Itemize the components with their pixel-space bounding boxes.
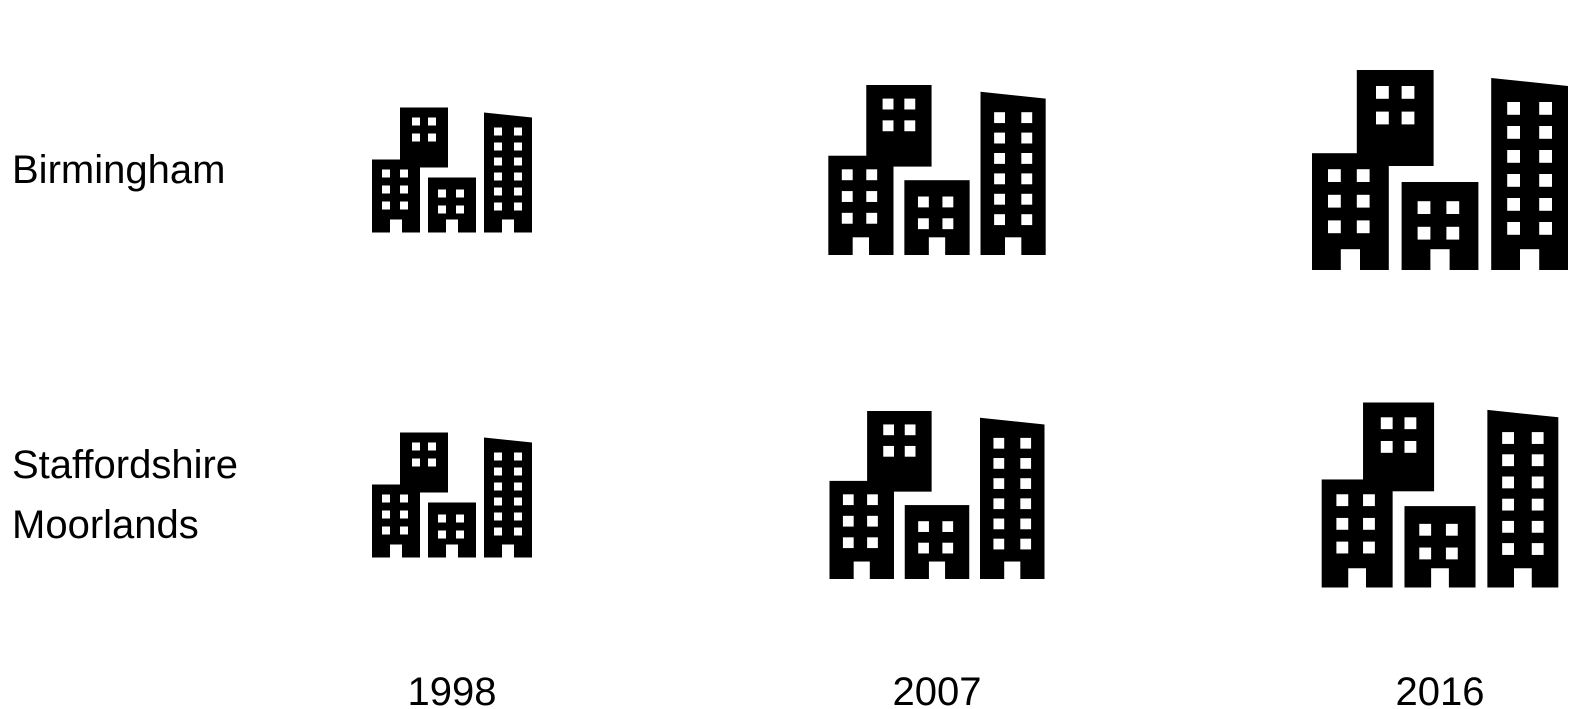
building-icon [828,85,1046,255]
x-tick-label: 1998 [407,670,497,709]
building-icon [372,107,532,233]
building-icon [1312,70,1568,270]
x-tick-label: 2007 [892,670,982,709]
legend-label: Staffordshire Moorlands [12,443,239,547]
building-icon [829,411,1045,579]
legend-label: Birmingham [12,148,226,192]
x-tick-label: 2016 [1395,670,1485,709]
building-icon [1321,402,1559,588]
building-icon [372,432,532,558]
